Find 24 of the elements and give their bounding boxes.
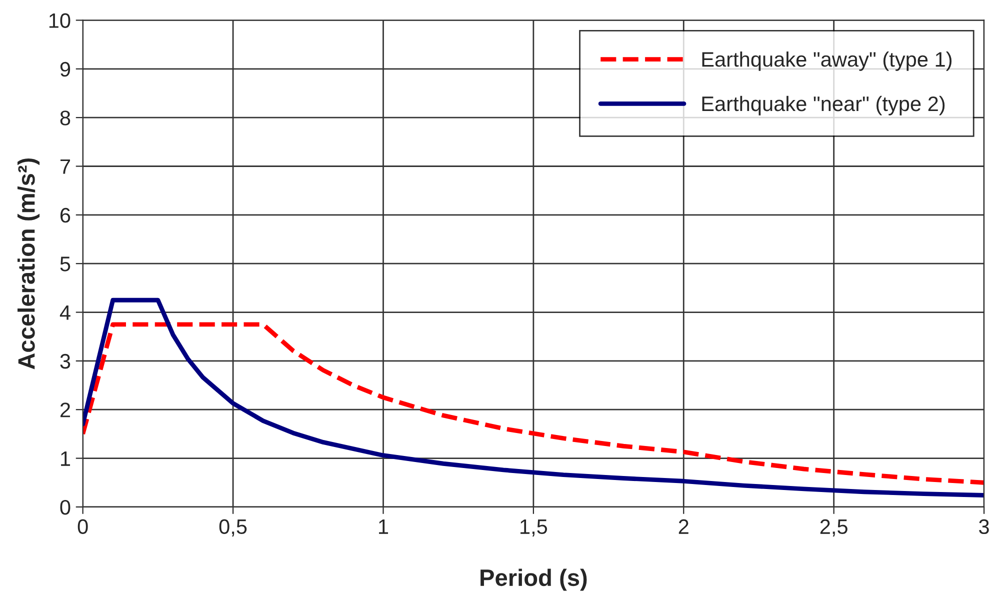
x-axis-title: Period (s) (480, 568, 587, 591)
y-tick-label: 1 (61, 451, 70, 466)
x-tick-label: 2,5 (820, 519, 848, 537)
legend-label: Earthquake "near" (type 2) (702, 96, 945, 116)
x-tick-label: 0 (78, 519, 88, 534)
y-tick-label: 8 (60, 110, 70, 126)
y-tick-label: 10 (49, 13, 70, 28)
x-tick-label: 3 (979, 519, 989, 534)
legend-label: Earthquake "away" (type 1) (702, 51, 952, 71)
y-tick-label: 5 (60, 256, 70, 272)
x-tick-label: 2 (678, 519, 688, 534)
y-tick-label: 7 (60, 159, 70, 174)
y-tick-label: 2 (60, 402, 70, 418)
y-tick-label: 0 (60, 500, 70, 515)
y-axis-title: Acceleration (m/s²) (18, 158, 40, 370)
y-tick-label: 9 (60, 62, 70, 77)
y-tick-label: 3 (60, 354, 70, 369)
y-tick-label: 4 (60, 305, 70, 320)
x-tick-label: 0,5 (219, 519, 247, 537)
x-tick-label: 1,5 (520, 520, 548, 537)
y-tick-label: 6 (60, 208, 70, 223)
x-tick-label: 1 (379, 520, 388, 534)
line-series (82, 298, 984, 498)
line-series (82, 322, 984, 485)
